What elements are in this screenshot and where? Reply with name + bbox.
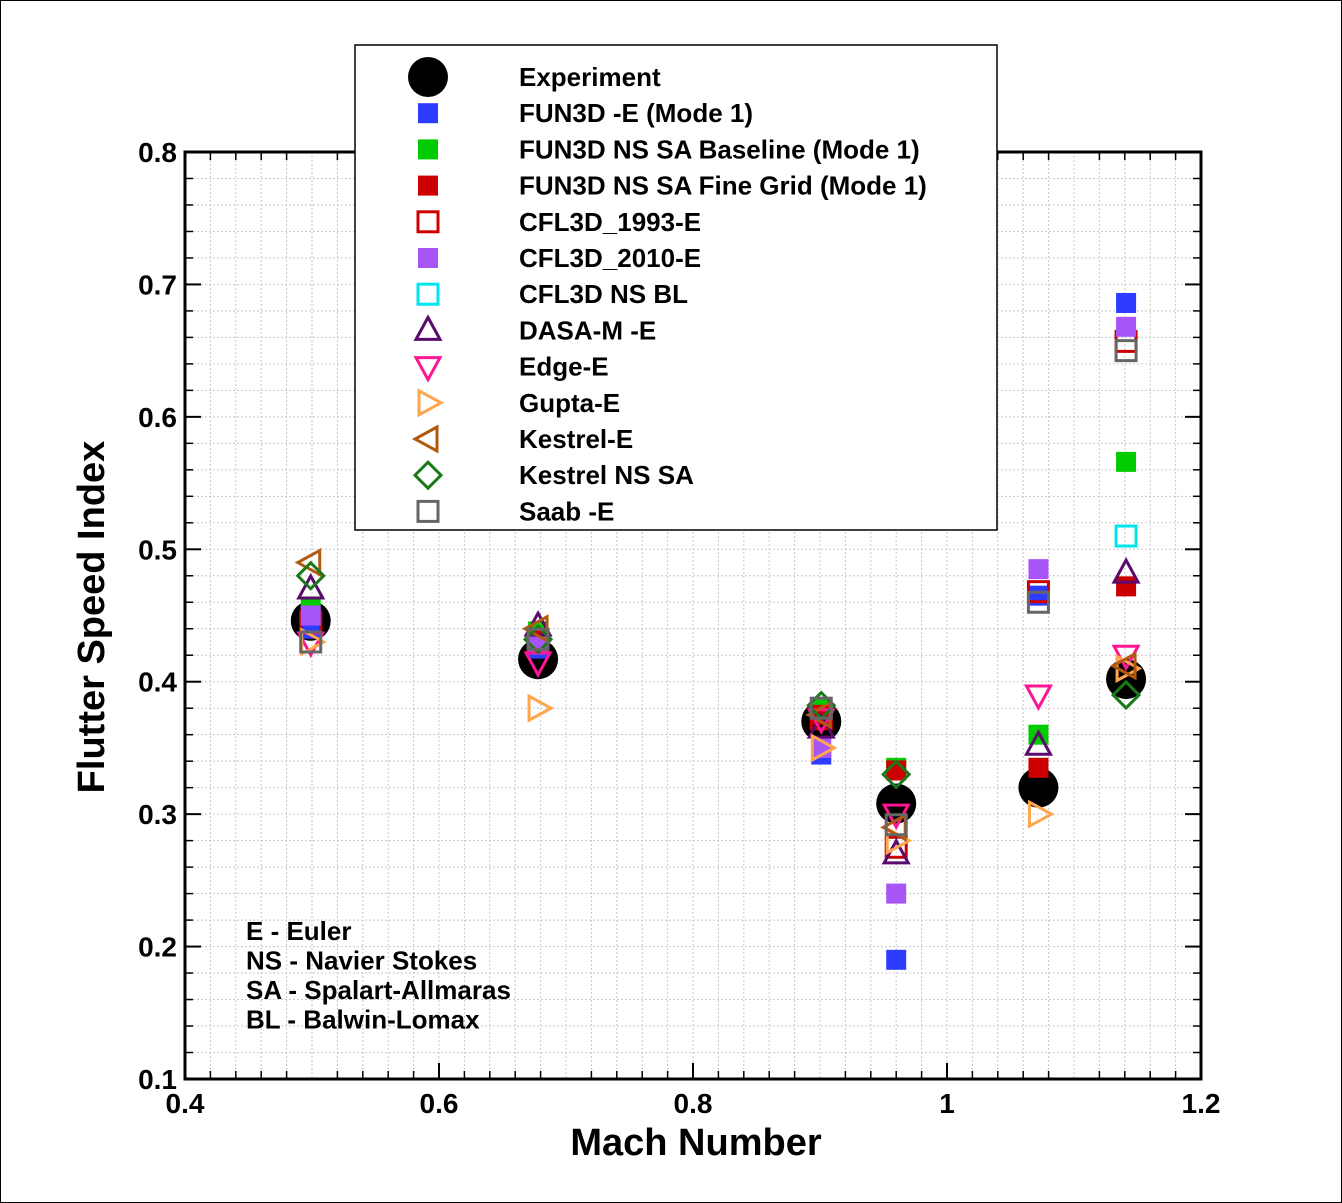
data-point — [1028, 757, 1049, 778]
data-point — [527, 693, 555, 723]
data-point — [1116, 451, 1137, 472]
legend-marker — [416, 210, 440, 234]
x-axis-title: Mach Number — [570, 1122, 821, 1164]
legend-marker — [416, 282, 440, 306]
legend-marker — [418, 139, 438, 160]
data-point — [526, 627, 550, 651]
series-6 — [1114, 524, 1138, 548]
data-point — [881, 759, 912, 790]
legend-label: Saab -E — [519, 496, 614, 526]
legend-marker — [416, 499, 440, 523]
legend-label: Kestrel NS SA — [519, 460, 694, 490]
data-point — [1027, 799, 1055, 829]
legend-box — [354, 44, 998, 531]
legend-label: FUN3D NS SA Fine Grid (Mode 1) — [519, 171, 927, 201]
series-10 — [294, 548, 1137, 842]
x-tick-label: 1 — [939, 1088, 955, 1119]
data-point — [1116, 576, 1137, 597]
data-point — [299, 630, 323, 654]
y-tick-label: 0.1 — [138, 1064, 177, 1095]
y-axis-title: Flutter Speed Index — [71, 441, 113, 794]
data-point — [1110, 679, 1142, 711]
data-point — [806, 708, 836, 735]
data-point — [1026, 590, 1050, 614]
legend-label: Kestrel-E — [519, 424, 633, 454]
legend-marker — [417, 388, 445, 418]
legend-label: CFL3D_2010-E — [519, 243, 701, 273]
x-tick-label: 0.8 — [674, 1088, 713, 1119]
y-tick-label: 0.4 — [138, 667, 177, 698]
abbreviation-note: NS - Navier Stokes — [246, 946, 477, 976]
data-point — [295, 560, 326, 591]
data-point — [886, 883, 907, 904]
legend-label: Gupta-E — [519, 388, 620, 418]
legend-label: CFL3D NS BL — [519, 279, 688, 309]
data-point — [1111, 556, 1141, 584]
x-tick-label: 0.4 — [166, 1088, 205, 1119]
series-8 — [296, 631, 1141, 831]
x-tick-label: 1.2 — [1182, 1088, 1221, 1119]
data-point — [296, 572, 326, 600]
data-point — [1116, 292, 1137, 313]
legend-label: FUN3D -E (Mode 1) — [519, 98, 753, 128]
y-tick-label: 0.7 — [138, 269, 177, 300]
legend-label: Experiment — [519, 62, 661, 92]
data-points — [290, 292, 1147, 970]
data-point — [300, 605, 321, 626]
abbreviation-note: SA - Spalart-Allmaras — [246, 975, 511, 1005]
legend-marker — [418, 175, 438, 196]
y-tick-label: 0.8 — [138, 137, 177, 168]
legend-marker — [418, 248, 438, 268]
y-tick-label: 0.3 — [138, 799, 177, 830]
data-point — [886, 949, 907, 970]
y-tick-label: 0.6 — [138, 402, 177, 433]
legend-label: FUN3D NS SA Baseline (Mode 1) — [519, 134, 920, 164]
legend-marker — [418, 103, 438, 124]
series-9 — [300, 627, 1143, 856]
y-tick-label: 0.2 — [138, 932, 177, 963]
legend-marker — [412, 460, 444, 491]
series-12 — [299, 339, 1138, 837]
legend: Experiment FUN3D -E (Mode 1) FUN3D NS SA B… — [354, 44, 998, 531]
data-point — [1109, 651, 1137, 681]
data-point — [1028, 559, 1049, 580]
data-point — [1023, 729, 1053, 756]
abbreviation-note: BL - Balwin-Lomax — [246, 1005, 480, 1035]
data-point — [1116, 316, 1137, 337]
data-point — [809, 696, 833, 720]
data-point — [1114, 524, 1138, 548]
legend-label: DASA-M -E — [519, 315, 656, 345]
y-tick-label: 0.5 — [138, 534, 177, 565]
data-point — [876, 783, 917, 824]
legend-marker — [413, 314, 443, 341]
data-point — [884, 813, 908, 837]
data-point — [1023, 684, 1053, 712]
legend-marker — [411, 424, 439, 454]
legend-label: Edge-E — [519, 352, 609, 382]
data-point — [810, 733, 838, 763]
x-tick-label: 0.6 — [420, 1088, 459, 1119]
abbreviation-note: E - Euler — [246, 916, 351, 946]
grid — [185, 152, 1201, 1079]
legend-label: CFL3D_1993-E — [519, 207, 701, 237]
data-point — [1114, 339, 1138, 363]
data-point — [294, 548, 322, 578]
legend-marker — [408, 57, 448, 97]
legend-marker — [413, 356, 443, 383]
